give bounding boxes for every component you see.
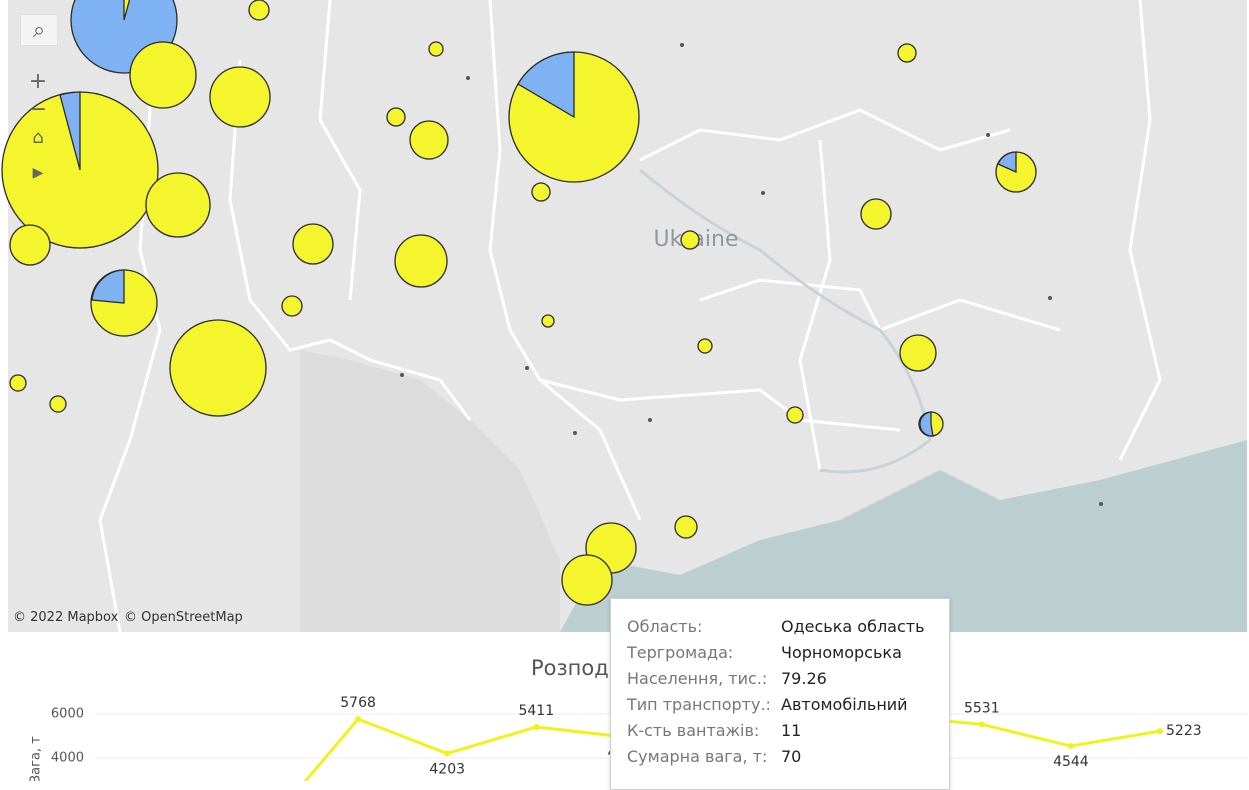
marker	[541, 314, 555, 328]
marker	[281, 295, 303, 317]
tooltip-label: Населення, тис.:	[627, 669, 768, 688]
marker	[49, 395, 67, 413]
tooltip-value: 79.26	[781, 669, 827, 688]
border	[699, 278, 1061, 332]
y-axis-label: Вага, т	[29, 736, 44, 781]
neighbour-region	[300, 350, 560, 632]
tooltip-label: Сумарна вага, т:	[627, 747, 768, 766]
marker	[400, 373, 404, 377]
chart-title: Розпод	[531, 656, 609, 680]
border	[1118, 0, 1162, 461]
border	[798, 139, 832, 471]
pie-slice	[997, 151, 1017, 174]
point	[1067, 743, 1074, 750]
tooltip-value: Чорноморська	[781, 643, 902, 662]
attribution: © OpenStreetMap	[124, 610, 243, 625]
border	[639, 108, 1011, 162]
sea	[560, 440, 1247, 632]
tooltip-value: Одеська область	[781, 617, 925, 636]
border	[539, 378, 901, 432]
tooltip-label: К-сть вантажів:	[627, 721, 760, 740]
pie-slice	[91, 269, 125, 304]
tooltip-label: Область:	[627, 617, 703, 636]
river	[639, 168, 932, 474]
attribution: © 2022 Mapbox	[13, 610, 119, 625]
marker	[680, 230, 700, 250]
tooltip-value: 11	[781, 721, 802, 740]
data-label: 5223	[1166, 723, 1202, 739]
tooltip-label: Тергромада:	[627, 643, 734, 662]
marker	[386, 107, 406, 127]
marker	[9, 374, 27, 392]
pan-button[interactable]: ▶	[32, 165, 44, 181]
data-label: 5411	[518, 703, 554, 719]
border	[488, 0, 642, 521]
zoom-out-button[interactable]: −	[28, 96, 48, 122]
marker	[129, 41, 197, 109]
marker	[761, 191, 765, 195]
point	[978, 721, 985, 728]
marker	[9, 224, 51, 266]
home-button[interactable]: ⌂	[32, 126, 44, 148]
marker	[1099, 502, 1103, 506]
marker	[466, 76, 470, 80]
marker	[786, 406, 804, 424]
tooltip-label: Тип транспорту.:	[627, 695, 771, 714]
tooltip-value: 70	[781, 747, 802, 766]
marker	[697, 338, 713, 354]
data-label: 5531	[964, 700, 1000, 716]
point	[533, 723, 540, 730]
border	[318, 0, 362, 301]
marker	[292, 223, 334, 265]
marker	[394, 234, 448, 288]
data-label: 4544	[1053, 754, 1089, 770]
marker	[169, 319, 267, 417]
marker	[986, 133, 990, 137]
map: Ukraine	[1, 0, 1247, 633]
marker	[525, 366, 529, 370]
pie-slice	[123, 0, 131, 21]
y-tick-label: 6000	[51, 707, 84, 722]
marker	[428, 41, 444, 57]
marker	[561, 554, 613, 606]
marker	[531, 182, 551, 202]
marker	[248, 0, 270, 21]
y-tick-label: 4000	[51, 751, 84, 766]
data-label: 5768	[340, 695, 376, 711]
marker	[860, 198, 892, 230]
data-label: 4203	[429, 762, 465, 778]
point	[355, 716, 362, 723]
point	[444, 750, 451, 757]
marker	[409, 120, 449, 160]
marker	[899, 334, 937, 372]
tooltip: Область: Одеська область Тергромада: Чорном…	[610, 598, 950, 790]
zoom-in-button[interactable]: +	[28, 68, 48, 94]
marker	[573, 431, 577, 435]
tooltip-value: Автомобільний	[781, 695, 908, 714]
pie-slice	[517, 51, 575, 119]
marker	[648, 418, 652, 422]
marker	[1048, 296, 1052, 300]
pie-slice	[59, 91, 81, 171]
marker	[145, 172, 211, 238]
point	[1157, 728, 1163, 735]
marker	[209, 66, 271, 128]
marker	[897, 43, 917, 63]
border	[228, 59, 472, 421]
pie-slice	[919, 411, 934, 437]
search-button[interactable]: ⌕	[20, 14, 58, 46]
border	[98, 0, 162, 633]
marker	[674, 515, 698, 539]
marker	[680, 43, 684, 47]
